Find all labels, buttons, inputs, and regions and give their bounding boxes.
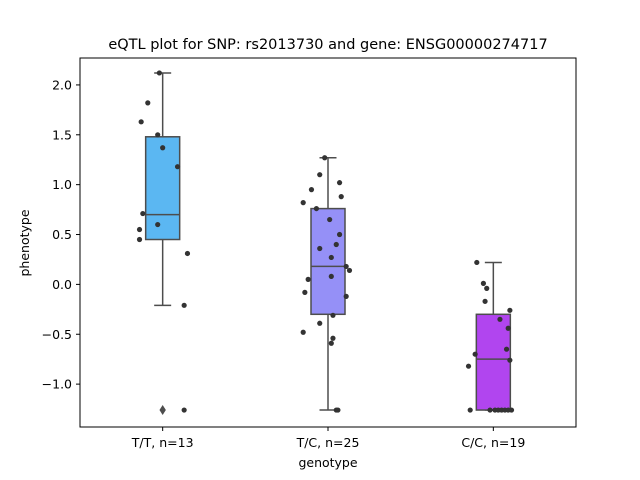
data-point — [155, 132, 161, 138]
data-point — [336, 231, 343, 238]
data-point — [156, 70, 162, 76]
data-point — [300, 329, 306, 335]
data-point — [474, 259, 480, 266]
y-tick-label: 0.0 — [52, 277, 72, 292]
data-point — [155, 221, 161, 228]
data-point — [138, 119, 144, 125]
chart-title: eQTL plot for SNP: rs2013730 and gene: E… — [108, 37, 547, 53]
iqr-box — [144, 136, 181, 241]
data-point — [317, 172, 323, 178]
data-point — [333, 241, 339, 248]
x-tick-label: T/T, n=13 — [131, 435, 194, 450]
y-tick-label: −1.0 — [42, 377, 72, 392]
y-tick-label: −0.5 — [42, 327, 72, 342]
data-point — [181, 407, 187, 413]
data-point — [505, 325, 511, 331]
data-point — [328, 273, 334, 280]
y-tick-label: 1.0 — [52, 177, 72, 192]
data-point — [317, 245, 323, 252]
data-point — [467, 407, 473, 413]
y-tick-label: 2.0 — [52, 77, 72, 92]
data-point — [145, 100, 151, 106]
data-point — [305, 276, 311, 282]
x-tick-label: C/C, n=19 — [461, 435, 525, 450]
data-point — [503, 346, 510, 352]
y-tick-label: 0.5 — [52, 227, 72, 242]
data-point — [330, 312, 336, 318]
data-point — [174, 164, 181, 170]
data-point — [327, 216, 333, 223]
data-point — [184, 250, 191, 257]
data-point — [328, 340, 334, 346]
data-point — [313, 205, 320, 212]
points-layer — [136, 70, 515, 413]
data-point — [487, 407, 493, 413]
iqr-box — [475, 313, 512, 411]
data-point — [181, 302, 187, 308]
data-point — [482, 298, 488, 304]
data-point — [480, 280, 487, 286]
data-point — [317, 320, 323, 326]
data-point — [338, 194, 344, 200]
data-point — [335, 407, 341, 413]
data-point — [507, 307, 513, 313]
data-point — [507, 357, 513, 363]
data-point — [465, 363, 472, 369]
data-point — [308, 187, 315, 193]
data-point — [328, 254, 334, 261]
data-point — [508, 407, 515, 413]
data-point — [140, 210, 146, 217]
outlier-marker — [159, 405, 166, 416]
data-point — [136, 236, 143, 243]
boxes-layer — [144, 72, 512, 416]
box-group-1 — [144, 72, 181, 416]
iqr-box — [310, 207, 346, 316]
axes-layer: −1.0 −0.5 0.0 0.5 1.0 1.5 2.0 T/T, n=13 T/C, n=2… — [42, 77, 526, 450]
x-tick-label: T/C, n=25 — [296, 435, 360, 450]
data-point — [343, 293, 349, 299]
data-point — [302, 289, 308, 295]
data-point — [160, 145, 166, 151]
y-axis-title: phenotype — [17, 209, 32, 276]
data-point — [330, 335, 336, 341]
data-point — [136, 226, 143, 233]
y-tick-label: 1.5 — [52, 127, 72, 142]
data-point — [322, 155, 328, 161]
box-group-2 — [310, 156, 346, 411]
data-point — [472, 351, 478, 357]
data-point — [346, 267, 353, 274]
data-point — [343, 263, 349, 270]
data-point — [484, 285, 490, 291]
data-point — [300, 200, 306, 206]
data-point — [336, 180, 343, 186]
data-point — [497, 316, 503, 322]
x-axis-title: genotype — [298, 455, 357, 470]
